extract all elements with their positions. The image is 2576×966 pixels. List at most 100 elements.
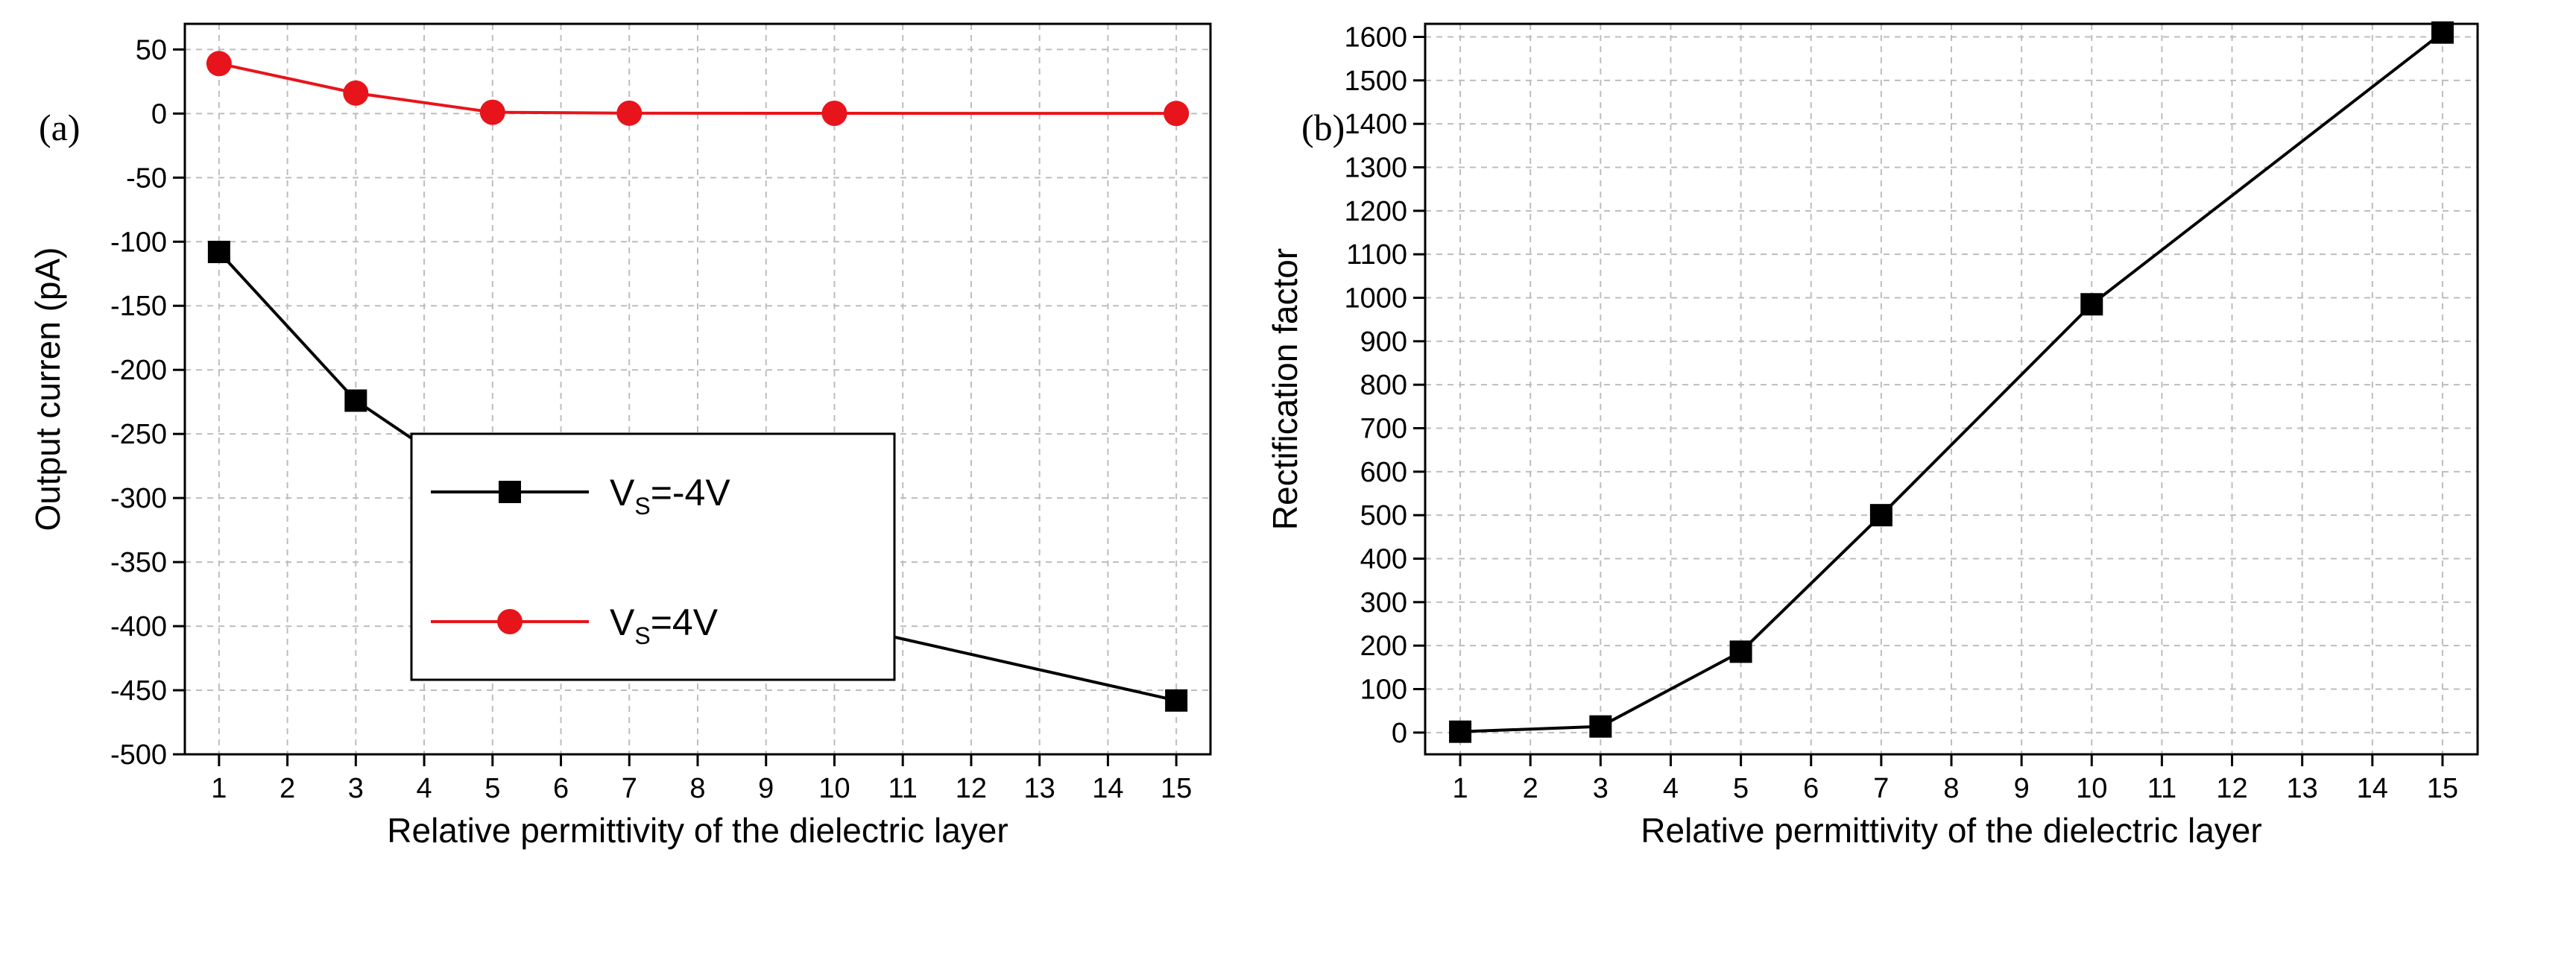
- data-point-circle: [821, 101, 847, 127]
- x-tick-label: 10: [818, 773, 850, 804]
- x-tick-label: 3: [348, 773, 364, 804]
- data-point-circle: [1164, 101, 1190, 127]
- y-tick-label: -350: [110, 547, 167, 578]
- y-tick-label: 100: [1360, 675, 1407, 706]
- y-tick-label: 1200: [1344, 196, 1407, 227]
- legend: VS=-4V VS=4V: [410, 432, 896, 681]
- y-tick-label: 700: [1360, 414, 1407, 445]
- x-tick-labels: 1 2 3 4 5 6 7 8 9 10 11 12 13 14 15: [211, 773, 1192, 804]
- y-tick-label: 1600: [1344, 22, 1407, 54]
- y-tick-label: 200: [1360, 631, 1407, 662]
- x-tick-label: 15: [1161, 773, 1192, 804]
- x-tick-label: 7: [1873, 773, 1889, 804]
- x-tick-label: 6: [553, 773, 569, 804]
- x-tick-label: 5: [1733, 773, 1749, 804]
- x-tick-label: 11: [888, 773, 917, 804]
- y-tick-label: -150: [110, 291, 167, 322]
- x-tick-label: 8: [689, 773, 705, 804]
- x-tick-label: 13: [2287, 773, 2318, 804]
- x-tick-label: 6: [1803, 773, 1819, 804]
- data-point-circle: [616, 100, 643, 126]
- x-axis-title: Relative permittivity of the dielectric …: [387, 811, 1008, 850]
- y-axis-title: Output curren (pA): [28, 247, 67, 531]
- x-tick-labels: 1 2 3 4 5 6 7 8 9 10 11 12 13 14 15: [1452, 773, 2458, 804]
- data-point-square: [207, 241, 230, 264]
- x-tick-label: 2: [280, 773, 295, 804]
- y-tick-label: -500: [110, 739, 167, 771]
- data-point-circle: [343, 80, 369, 106]
- x-tick-label: 9: [2014, 773, 2030, 804]
- legend-label-sub: S: [634, 622, 650, 649]
- panel-a: 1 2 3 4 5 6 7 8 9 10 11 12 13 14 15 500-50-100-150-200…: [28, 22, 1212, 850]
- legend-label-vs-neg4v: VS=-4V: [610, 472, 730, 520]
- x-tick-label: 10: [2076, 773, 2107, 804]
- grid: [1425, 24, 2478, 754]
- x-tick-label: 4: [416, 773, 432, 804]
- x-tick-label: 12: [2216, 773, 2247, 804]
- plot-frame: [1424, 22, 2479, 756]
- series-line-0: [1459, 31, 2444, 733]
- legend-label-rest: =-4V: [651, 472, 731, 514]
- x-tick-label: 12: [956, 773, 987, 804]
- y-tick-label: -400: [110, 611, 167, 643]
- y-tick-label: 900: [1360, 326, 1407, 358]
- x-tick-label: 13: [1024, 773, 1055, 804]
- y-tick-label: 1400: [1344, 109, 1407, 140]
- y-tick-label: -200: [110, 355, 167, 386]
- x-tick-label: 8: [1943, 773, 1959, 804]
- x-tick-label: 1: [1452, 773, 1468, 804]
- y-tick-label: -100: [110, 227, 167, 258]
- data-point-square: [1165, 689, 1188, 712]
- legend-box: [410, 432, 896, 681]
- y-tick-label: -250: [110, 419, 167, 450]
- x-tick-label: 11: [2147, 773, 2176, 804]
- data-point-square: [2080, 293, 2103, 316]
- data-point-square: [1449, 720, 1472, 743]
- y-tick-label: 50: [136, 34, 167, 66]
- data-point-circle: [206, 51, 232, 77]
- axis-ticks: [1413, 36, 2444, 766]
- series-group: [1449, 21, 2454, 743]
- legend-label-main: V: [610, 602, 635, 643]
- legend-marker-circle: [497, 609, 523, 634]
- panel-b: 1 2 3 4 5 6 7 8 9 10 11 12 13 14 15 010020030040050060…: [1266, 21, 2479, 850]
- x-tick-label: 14: [2357, 773, 2388, 804]
- data-point-square: [1729, 640, 1752, 663]
- y-tick-label: 400: [1360, 544, 1407, 575]
- x-axis-title: Relative permittivity of the dielectric …: [1641, 811, 2261, 850]
- y-tick-labels: 50 0 -50 -100 -150 -200 -250 -300 -350 -400 -450 -5…: [110, 34, 167, 771]
- series-line-1: [218, 62, 1177, 116]
- data-point-square: [1589, 715, 1612, 738]
- y-tick-label: 600: [1360, 457, 1407, 488]
- data-point-square: [344, 389, 367, 412]
- x-tick-label: 7: [622, 773, 637, 804]
- legend-label-rest: =4V: [651, 602, 719, 643]
- y-tick-label: 1500: [1344, 66, 1407, 97]
- panel-label: (a): [39, 107, 80, 148]
- legend-marker-square: [499, 481, 521, 503]
- y-tick-label: 0: [1392, 718, 1407, 749]
- x-tick-label: 1: [211, 773, 227, 804]
- y-tick-label: 500: [1360, 500, 1407, 531]
- y-tick-labels: 0 100 200 300 400 500 600 700 800 900 1000 1100 1200…: [1344, 22, 1407, 749]
- x-tick-label: 15: [2427, 773, 2458, 804]
- x-tick-label: 5: [484, 773, 500, 804]
- x-tick-label: 9: [758, 773, 774, 804]
- y-tick-label: -300: [110, 483, 167, 514]
- y-tick-label: 1000: [1344, 283, 1407, 315]
- y-tick-label: 1100: [1346, 239, 1407, 271]
- data-point-square: [1869, 504, 1892, 527]
- y-tick-label: 300: [1360, 587, 1407, 619]
- y-tick-label: -50: [126, 162, 167, 194]
- x-tick-label: 2: [1523, 773, 1538, 804]
- legend-label-main: V: [610, 472, 635, 514]
- y-axis-title: Rectification factor: [1266, 248, 1304, 530]
- y-tick-label: 0: [151, 98, 167, 130]
- y-tick-label: -450: [110, 675, 167, 707]
- x-tick-label: 3: [1593, 773, 1609, 804]
- panel-label: (b): [1301, 107, 1345, 148]
- x-tick-label: 14: [1092, 773, 1123, 804]
- legend-label-vs-4v: VS=4V: [610, 602, 719, 649]
- data-point-square: [2431, 21, 2454, 44]
